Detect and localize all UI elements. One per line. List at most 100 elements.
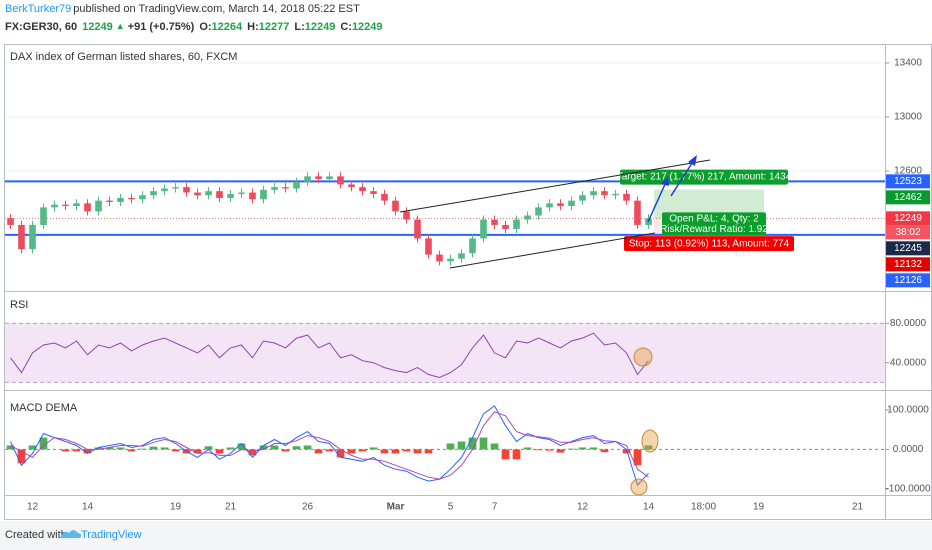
y-tick-label: 80.0000: [890, 318, 927, 329]
candle-body: [535, 207, 542, 216]
x-tick-label: 19: [753, 502, 765, 513]
histogram-bar: [259, 445, 268, 450]
rr-label: Risk/Reward Ratio: 1.92: [660, 224, 768, 235]
candle-body: [590, 191, 597, 196]
close-value: 12249: [352, 21, 383, 33]
x-tick-label: 18:00: [691, 502, 716, 513]
histogram-bar: [512, 449, 521, 460]
candle-body: [172, 187, 179, 189]
candle-body: [623, 193, 630, 201]
x-tick-label: 7: [492, 502, 498, 513]
candle-body: [249, 192, 256, 200]
candle-body: [128, 197, 135, 200]
chart-frame: [4, 44, 932, 520]
histogram-bar: [457, 441, 466, 450]
candle-body: [557, 203, 564, 207]
histogram-bar: [193, 449, 202, 454]
candle-body: [436, 254, 443, 262]
high-value: 12277: [259, 21, 290, 33]
low-value: 12249: [305, 21, 336, 33]
histogram-bar: [369, 447, 378, 450]
x-tick-label: 12: [27, 502, 39, 513]
histogram-bar: [380, 449, 389, 454]
histogram-bar: [391, 449, 400, 454]
y-tick-label: 100.0000: [887, 404, 929, 415]
macd-line: [10, 411, 649, 480]
x-tick-label: 12: [577, 502, 589, 513]
rsi-band: [5, 323, 885, 383]
rsi-line: [10, 332, 649, 379]
price-axis-label: 12245: [894, 243, 922, 254]
candle-body: [612, 193, 619, 196]
histogram-bar: [589, 447, 598, 450]
candle-body: [95, 200, 102, 212]
stop-label-box: [624, 236, 794, 252]
histogram-bar: [314, 449, 323, 454]
candle-body: [117, 197, 124, 202]
candle-body: [359, 187, 366, 192]
channel-upper: [399, 159, 711, 213]
highlight-circle: [630, 478, 648, 496]
arrow-head: [688, 155, 697, 166]
candle-body: [524, 215, 531, 220]
candle-body: [337, 176, 344, 185]
candle-body: [546, 203, 553, 208]
histogram-bar: [556, 449, 565, 453]
histogram-bar: [17, 449, 26, 464]
histogram-bar: [248, 449, 257, 456]
logo-icon: [60, 530, 82, 538]
histogram-bar: [61, 449, 70, 452]
x-tick-label: 21: [852, 502, 864, 513]
candle-body: [458, 253, 465, 259]
histogram-bar: [424, 449, 433, 454]
x-tick-label: 14: [643, 502, 655, 513]
histogram-bar: [237, 443, 246, 450]
candle-body: [73, 203, 80, 207]
price-axis-label: 12126: [894, 275, 922, 286]
tradingview-logo[interactable]: TradingView: [60, 529, 142, 541]
histogram-bar: [490, 443, 499, 450]
candle-body: [348, 184, 355, 188]
candle-body: [304, 176, 311, 182]
histogram-bar: [358, 449, 367, 452]
histogram-bar: [622, 449, 631, 454]
candle-body: [480, 219, 487, 239]
published: published on TradingView.com, March 14, …: [73, 3, 360, 15]
countdown: 38:02: [895, 227, 920, 238]
candle-body: [62, 204, 69, 207]
candle-body: [502, 224, 509, 229]
candle-body: [579, 195, 586, 201]
histogram-bar: [215, 449, 224, 454]
channel-lower: [449, 232, 656, 269]
candle-body: [381, 193, 388, 201]
price-axis-label: 12249: [894, 213, 922, 224]
candle-body: [18, 224, 25, 250]
author[interactable]: BerkTurker79: [5, 3, 71, 15]
open-label: O:: [199, 21, 211, 33]
candle-body: [238, 192, 245, 194]
histogram-bar: [138, 448, 147, 450]
x-tick-label: 21: [225, 502, 237, 513]
y-tick-label: 40.0000: [890, 357, 927, 368]
candle-body: [447, 258, 454, 262]
histogram-bar: [149, 446, 158, 450]
candle-body: [150, 191, 157, 196]
footer-brand[interactable]: TradingView: [81, 529, 142, 541]
candle-body: [106, 200, 113, 202]
histogram-bar: [160, 447, 169, 450]
highlight-circle: [641, 429, 659, 453]
candle-body: [51, 204, 58, 208]
histogram-bar: [644, 445, 653, 450]
x-tick-label: 26: [302, 502, 314, 513]
candle-body: [7, 218, 14, 225]
candle-body: [205, 191, 212, 196]
histogram-bar: [204, 446, 213, 450]
pnl-label-box: [662, 212, 766, 236]
y-tick-label: -100.0000: [885, 484, 930, 495]
header-line-1: BerkTurker79 published on TradingView.com…: [5, 3, 360, 15]
histogram-bar: [413, 449, 422, 454]
candle-body: [392, 200, 399, 212]
histogram-bar: [347, 449, 356, 454]
price-axis-label-box: [886, 273, 930, 288]
y-tick-label: 0.0000: [893, 444, 924, 455]
